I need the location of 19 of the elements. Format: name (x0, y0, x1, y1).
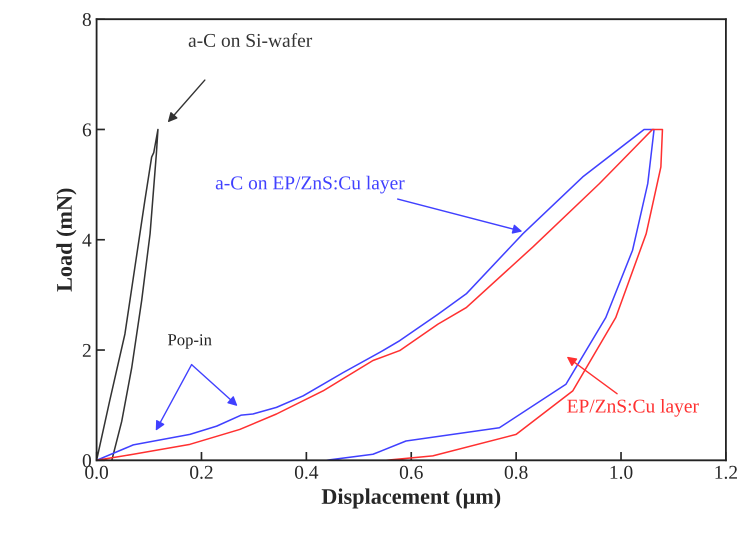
y-tick-label: 8 (82, 12, 91, 26)
x-tick-label: 1.2 (715, 466, 737, 479)
y-tick-label: 6 (82, 123, 92, 136)
x-tick-label: 0.4 (294, 466, 318, 479)
y-tick-label: 2 (82, 344, 91, 357)
annotation: a-C on EP/ZnS:Cu layer (216, 176, 405, 194)
x-axis-title: Displacement (μm) (322, 488, 500, 509)
x-tick-label: 1.0 (610, 466, 632, 479)
x-tick-label: 0.2 (190, 466, 213, 479)
x-tick-label: 0.8 (504, 466, 528, 479)
line-series (96, 128, 159, 460)
y-axis-title: Load (mN) (56, 188, 76, 292)
annotation: a-C on Si-wafer (188, 33, 312, 47)
x-tick-label: 0.6 (400, 466, 423, 479)
x-tick-label: 0.0 (85, 466, 108, 479)
annotation: Pop-in (168, 334, 212, 349)
annotation: EP/ZnS:Cu layer (567, 398, 699, 417)
y-tick-label: 4 (82, 234, 92, 246)
y-tick-label: 0 (82, 454, 91, 468)
